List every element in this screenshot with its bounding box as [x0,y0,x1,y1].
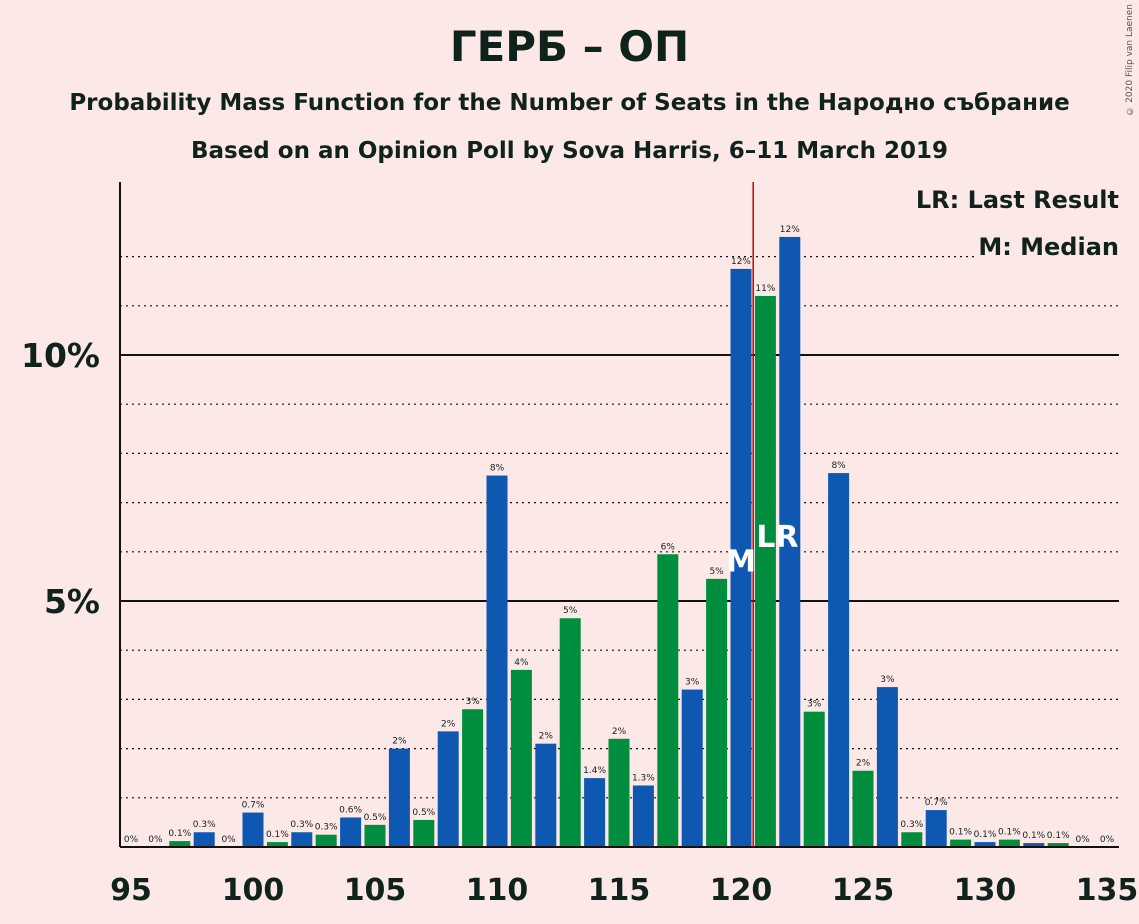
bar-seat-117 [657,554,679,847]
bar-label-seat-135: 0% [1100,835,1115,845]
bar-seat-114 [584,778,606,847]
x-tick-label-100: 100 [222,873,285,908]
legend-median: M: Median [978,233,1119,261]
bar-label-seat-102: 0.3% [290,820,313,830]
bar-label-seat-114: 1.4% [583,766,606,776]
bar-label-seat-128: 0.7% [925,798,948,808]
bar-label-seat-112: 2% [539,732,554,742]
bar-label-seat-133: 0.1% [1047,831,1070,841]
x-tick-label-130: 130 [954,873,1017,908]
chart-source: Based on an Opinion Poll by Sova Harris,… [190,138,949,164]
bar-seat-126 [876,687,898,847]
median-marker: M [726,544,756,579]
bar-label-seat-95: 0% [124,835,139,845]
bar-seat-102 [291,832,313,847]
bar-label-seat-99: 0% [221,835,236,845]
bar-label-seat-106: 2% [392,737,407,747]
bar-seat-129 [950,839,972,847]
bar-label-seat-120: 12% [731,257,751,267]
y-tick-label-10: 10% [21,336,100,375]
bar-seat-123 [803,711,825,847]
bar-seat-97 [169,841,191,847]
bar-seat-122 [779,236,801,848]
bar-label-seat-109: 3% [465,697,480,707]
bar-label-seat-130: 0.1% [974,830,997,840]
bar-label-seat-117: 6% [661,542,676,552]
bar-seat-107 [413,819,435,847]
bar-seat-121 [754,295,776,848]
bar-label-seat-123: 3% [807,700,822,710]
bar-seat-119 [706,578,728,847]
bar-label-seat-122: 12% [780,225,800,235]
bar-label-seat-118: 3% [685,678,700,688]
x-tick-label-120: 120 [710,873,773,908]
bar-seat-130 [974,842,996,847]
bar-seat-115 [608,738,630,847]
bar-label-seat-105: 0.5% [364,813,387,823]
x-tick-label-105: 105 [344,873,407,908]
bar-seat-105 [364,824,386,847]
bar-seat-101 [266,842,288,847]
bar-seat-110 [486,475,508,847]
bar-seat-109 [462,709,484,847]
bar-label-seat-121: 11% [755,284,775,294]
bar-seat-104 [340,817,362,847]
bar-label-seat-115: 2% [612,727,627,737]
bar-seat-128 [925,810,947,847]
bar-label-seat-97: 0.1% [168,829,191,839]
bar-seat-124 [828,473,850,847]
bar-seat-127 [901,832,923,847]
bar-seat-132 [1023,843,1045,847]
bar-label-seat-126: 3% [880,675,895,685]
bar-seat-118 [681,689,703,847]
bar-seat-125 [852,770,874,847]
bar-seat-113 [559,618,581,847]
bar-label-seat-96: 0% [148,835,163,845]
bar-label-seat-108: 2% [441,719,456,729]
bar-label-seat-132: 0.1% [1022,831,1045,841]
bar-label-seat-131: 0.1% [998,828,1021,838]
x-tick-label-125: 125 [832,873,895,908]
x-tick-label-95: 95 [110,873,152,908]
bar-label-seat-125: 2% [856,759,871,769]
bar-label-seat-104: 0.6% [339,805,362,815]
bar-seat-116 [632,785,654,847]
bar-seat-111 [510,669,532,847]
bar-seat-106 [388,748,410,847]
x-tick-label-135: 135 [1076,873,1139,908]
bar-label-seat-119: 5% [709,567,724,577]
bar-seat-112 [535,743,557,847]
bar-seat-100 [242,812,264,847]
x-tick-label-115: 115 [588,873,651,908]
bar-label-seat-107: 0.5% [412,808,435,818]
x-tick-label-110: 110 [466,873,529,908]
bar-seat-131 [998,839,1020,847]
bar-label-seat-111: 4% [514,658,529,668]
bar-label-seat-103: 0.3% [315,823,338,833]
bar-seat-98 [193,832,215,847]
bar-label-seat-110: 8% [490,464,505,474]
bar-label-seat-98: 0.3% [193,820,216,830]
bar-seat-120 [730,268,752,847]
bar-seat-133 [1047,843,1069,847]
chart-subtitle: Probability Mass Function for the Number… [69,90,1070,116]
bar-label-seat-124: 8% [831,461,846,471]
bar-label-seat-116: 1.3% [632,774,655,784]
bar-label-seat-113: 5% [563,606,578,616]
chart-title: ГЕРБ – ОП [449,22,690,71]
legend-last-result: LR: Last Result [915,186,1119,214]
bar-label-seat-129: 0.1% [949,828,972,838]
bar-label-seat-127: 0.3% [900,820,923,830]
bar-seat-103 [315,834,337,847]
bar-label-seat-100: 0.7% [242,801,265,811]
last-result-marker: LR [756,520,798,555]
y-tick-label-5: 5% [44,582,100,621]
bar-label-seat-134: 0% [1075,835,1090,845]
bar-seat-108 [437,731,459,847]
bar-label-seat-101: 0.1% [266,830,289,840]
